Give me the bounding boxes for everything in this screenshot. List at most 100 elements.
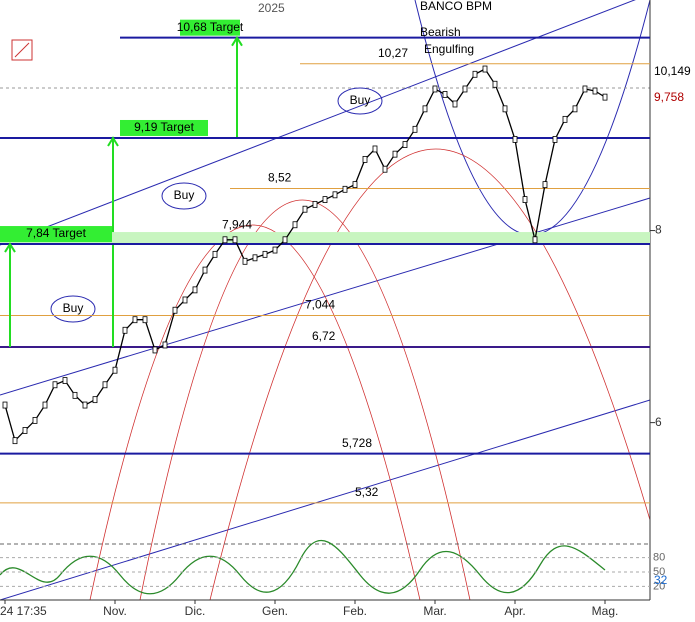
candle <box>452 100 458 108</box>
x-tick-label: Mar. <box>423 604 446 618</box>
candle <box>232 236 238 244</box>
candle <box>272 246 278 254</box>
level-label: 10,27 <box>378 46 408 60</box>
candle <box>202 266 208 274</box>
candle <box>532 236 538 244</box>
level-label: 8,52 <box>268 171 292 185</box>
candle <box>512 136 518 143</box>
candle <box>62 377 68 384</box>
oscillator-line <box>0 539 606 595</box>
target-label: 9,19 Target <box>134 120 194 134</box>
candle <box>212 250 218 258</box>
x-tick-label: Dic. <box>185 604 206 618</box>
x-tick-label: Gen. <box>262 604 288 618</box>
candle <box>152 346 158 354</box>
target-label: 7,84 Target <box>26 226 86 240</box>
trend-line <box>0 0 636 246</box>
candle <box>82 401 88 409</box>
x-tick-label: Nov. <box>103 604 127 618</box>
candle <box>252 254 258 262</box>
candle <box>572 105 578 113</box>
candle <box>322 196 328 203</box>
x-tick-label: Feb. <box>343 604 367 618</box>
candle <box>542 181 548 189</box>
candle <box>382 165 388 173</box>
icon <box>14 42 30 58</box>
candle <box>562 115 568 123</box>
candle <box>242 257 248 265</box>
price-label: 10,149 <box>654 64 691 78</box>
target-label: 10,68 Target <box>177 20 244 34</box>
candle <box>292 221 298 229</box>
buy-bubble <box>337 87 383 115</box>
candle <box>492 80 498 88</box>
level-label: 5,32 <box>355 485 379 499</box>
candle <box>102 381 108 389</box>
x-tick-label: 24 17:35 <box>0 604 47 618</box>
arc <box>209 148 651 601</box>
candle <box>582 85 588 93</box>
trend-line <box>0 399 651 601</box>
year-label: 2025 <box>258 1 285 15</box>
candle <box>412 125 418 133</box>
candle <box>392 150 398 158</box>
candle <box>42 401 48 409</box>
candle <box>522 196 528 203</box>
x-tick-label: Mag. <box>592 604 619 618</box>
arrow-head <box>231 35 243 47</box>
candle <box>302 205 308 213</box>
oscillator-tick-label: 50 <box>653 566 665 578</box>
level-label: 7,044 <box>305 298 335 312</box>
candle <box>182 296 188 304</box>
buy-bubble <box>50 295 96 323</box>
candle <box>442 90 448 98</box>
icon <box>11 39 33 61</box>
level-label: 6,72 <box>312 329 336 343</box>
candle <box>352 181 358 189</box>
candle <box>2 401 8 409</box>
target-box <box>180 19 240 36</box>
candle <box>162 341 168 349</box>
candle <box>132 316 138 324</box>
level-label: 7,944 <box>222 217 252 231</box>
x-tick-label: Apr. <box>504 604 525 618</box>
buy-label: Buy <box>350 93 371 107</box>
candle <box>222 236 228 244</box>
candle <box>22 427 28 434</box>
arrow-head <box>107 136 119 147</box>
candle <box>472 70 478 78</box>
level-label: 5,728 <box>342 436 372 450</box>
candle <box>332 191 338 199</box>
candle <box>72 391 78 399</box>
y-tick-label: 8 <box>655 223 662 237</box>
candle <box>482 65 488 73</box>
candle <box>172 306 178 314</box>
candle <box>602 93 608 101</box>
oscillator-tick-label: 80 <box>653 552 665 564</box>
oscillator-value: 32 <box>654 573 668 587</box>
arc <box>139 199 471 601</box>
candle <box>12 437 18 445</box>
target-zone <box>0 232 650 244</box>
candle <box>422 105 428 113</box>
candle <box>32 416 38 424</box>
price-label: 9,758 <box>654 90 684 104</box>
target-box <box>0 226 112 243</box>
arc <box>89 224 421 601</box>
buy-bubble <box>161 182 207 210</box>
candle <box>462 85 468 93</box>
candle <box>52 381 58 389</box>
chart-title: BANCO BPM <box>420 0 492 13</box>
candle <box>362 155 368 163</box>
candle <box>402 141 408 148</box>
candle <box>142 316 148 324</box>
buy-label: Buy <box>63 301 84 315</box>
candle <box>122 326 128 334</box>
arrow-head <box>4 242 16 253</box>
candle <box>592 87 598 95</box>
buy-annotations: Buy Buy Buy <box>50 87 383 323</box>
candle <box>502 105 508 113</box>
buy-label: Buy <box>174 188 195 202</box>
